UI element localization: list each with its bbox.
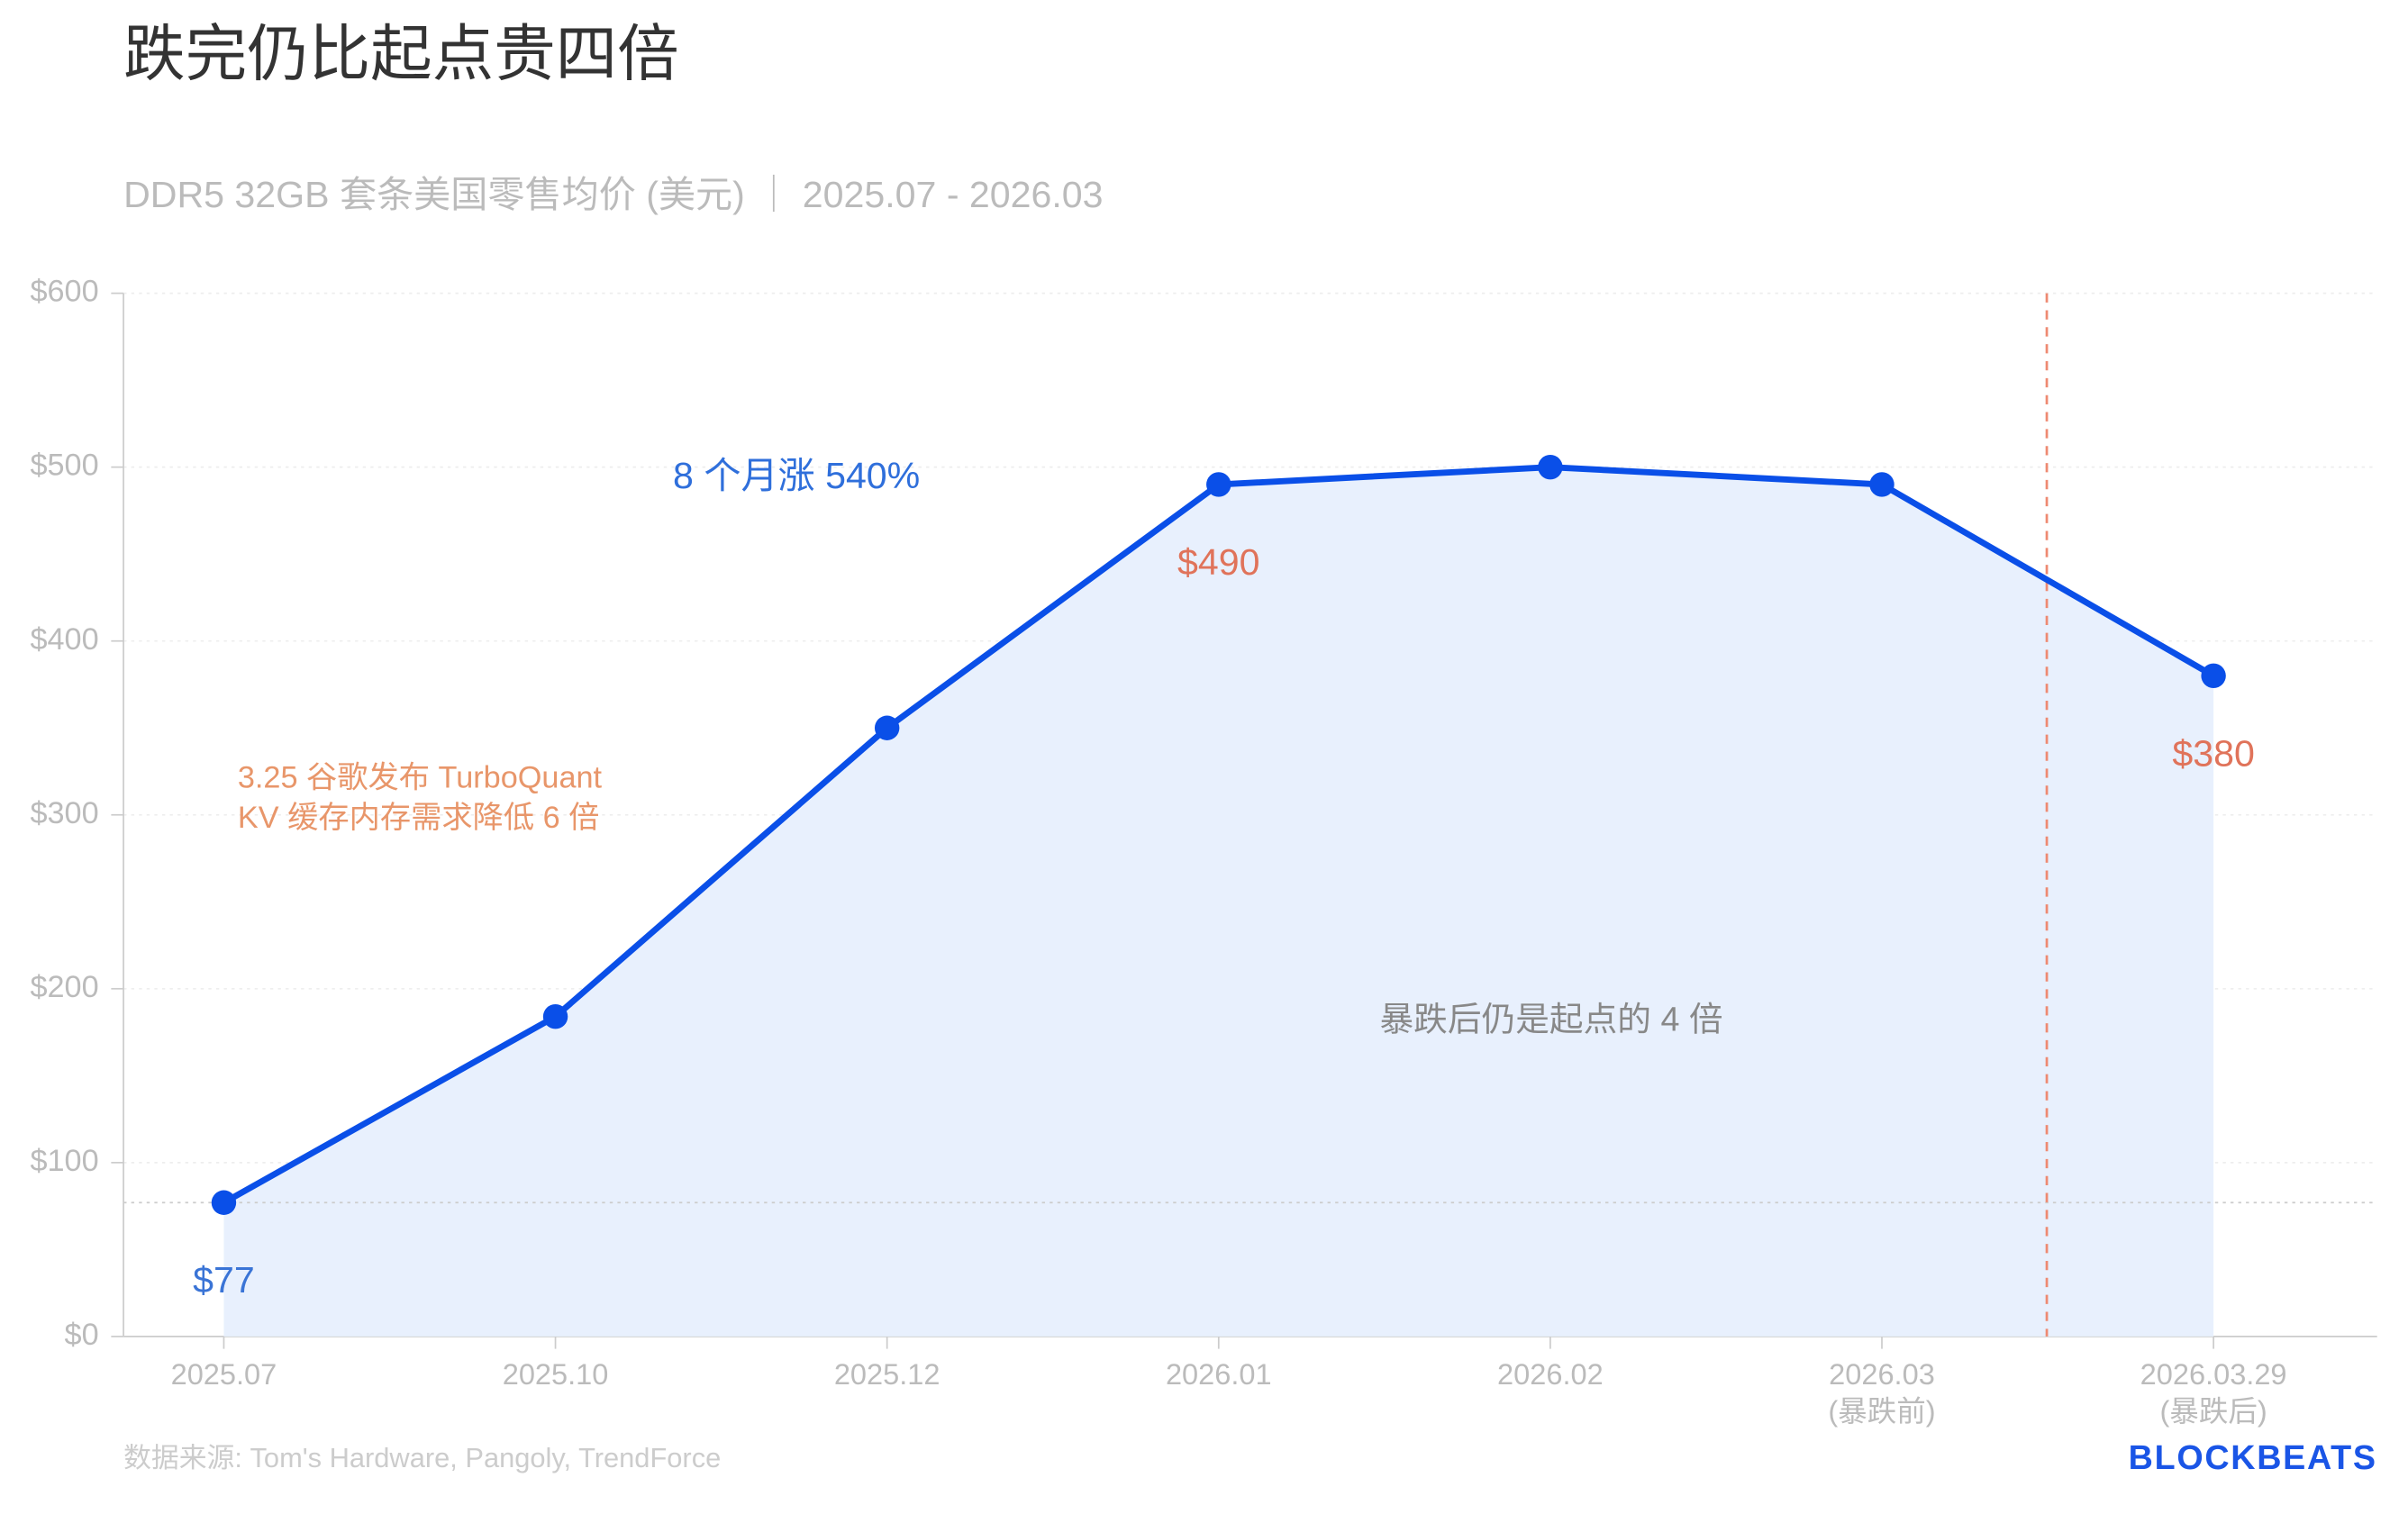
point: [2201, 663, 2226, 689]
y-tick-label: $500: [30, 449, 98, 483]
x-tick-note: (暴跌前): [1828, 1395, 1935, 1428]
x-tick-label: 2025.12: [834, 1358, 940, 1391]
value-label: $490: [1177, 541, 1259, 583]
x-tick-label: 2025.07: [171, 1358, 277, 1391]
x-tick-label: 2026.03: [1829, 1358, 1935, 1391]
point: [542, 1003, 568, 1029]
source: 数据来源: Tom's Hardware, Pangoly, TrendForc…: [123, 1442, 721, 1473]
x-tick-label: 2026.01: [1166, 1358, 1272, 1391]
chart-title: 跌完仍比起点贵四倍: [123, 19, 679, 88]
value-label: $77: [193, 1259, 255, 1301]
x-tick-label: 2026.02: [1497, 1358, 1604, 1391]
annotation: KV 缓存内存需求降低 6 倍: [238, 801, 600, 835]
y-tick-label: $400: [30, 622, 98, 657]
chart-subtitle: DDR5 32GB 套条美国零售均价 (美元) ｜ 2025.07 - 2026…: [123, 174, 1103, 215]
annotation: 8 个月涨 540%: [673, 455, 920, 496]
annotation: 暴跌后仍是起点的 4 倍: [1379, 1000, 1722, 1038]
x-tick-label: 2026.03.29: [2140, 1358, 2287, 1391]
y-tick-label: $0: [65, 1318, 99, 1352]
value-label: $380: [2172, 732, 2254, 774]
logo: BLOCKBEATS: [2129, 1438, 2377, 1476]
x-tick-label: 2025.10: [503, 1358, 609, 1391]
y-tick-label: $300: [30, 796, 98, 830]
x-tick-note: (暴跌后): [2159, 1395, 2267, 1428]
point: [1538, 454, 1563, 480]
point: [211, 1190, 237, 1215]
annotation: 3.25 谷歌发布 TurboQuant: [238, 760, 603, 794]
point: [1869, 472, 1895, 497]
point: [1206, 472, 1231, 497]
area: [223, 467, 2214, 1337]
y-tick-label: $600: [30, 275, 98, 309]
point: [874, 715, 900, 740]
y-tick-label: $100: [30, 1144, 98, 1178]
y-tick-label: $200: [30, 970, 98, 1004]
